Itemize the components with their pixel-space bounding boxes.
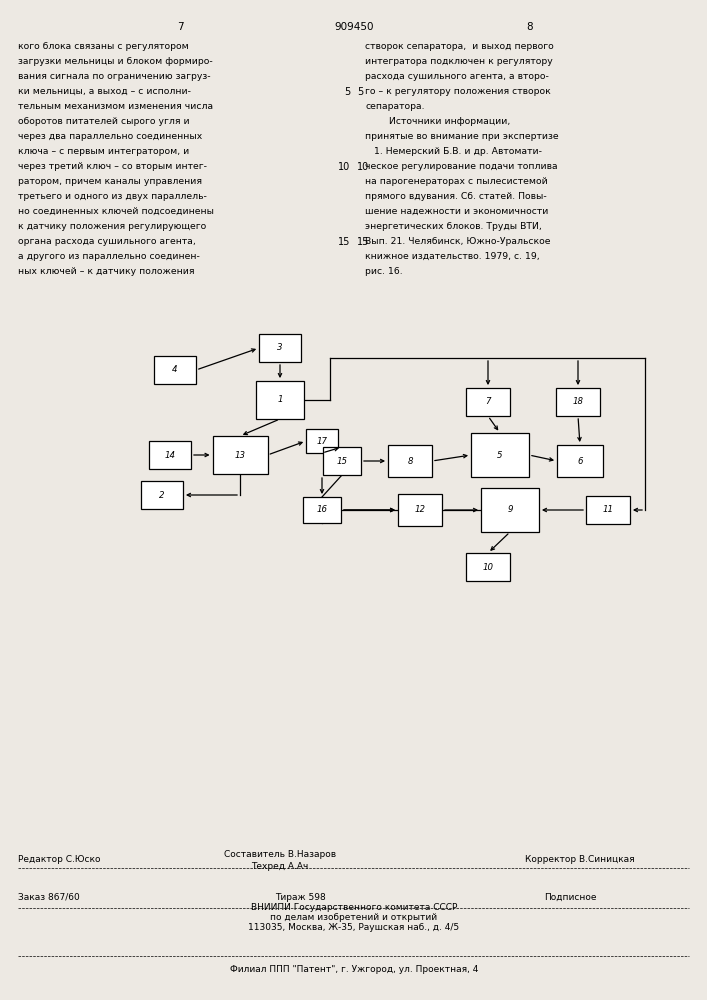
Text: 9: 9 bbox=[507, 506, 513, 514]
Text: 14: 14 bbox=[165, 450, 175, 460]
Bar bbox=[586, 496, 630, 524]
Text: загрузки мельницы и блоком формиро-: загрузки мельницы и блоком формиро- bbox=[18, 57, 213, 66]
Text: сепаратора.: сепаратора. bbox=[365, 102, 424, 111]
Text: 7: 7 bbox=[177, 22, 183, 32]
Text: книжное издательство. 1979, с. 19,: книжное издательство. 1979, с. 19, bbox=[365, 252, 539, 261]
Text: третьего и одного из двух параллель-: третьего и одного из двух параллель- bbox=[18, 192, 207, 201]
Text: ки мельницы, а выход – с исполни-: ки мельницы, а выход – с исполни- bbox=[18, 87, 191, 96]
Text: энергетических блоков. Труды ВТИ,: энергетических блоков. Труды ВТИ, bbox=[365, 222, 542, 231]
Text: шение надежности и экономичности: шение надежности и экономичности bbox=[365, 207, 549, 216]
Text: 8: 8 bbox=[527, 22, 533, 32]
Text: через два параллельно соединенных: через два параллельно соединенных bbox=[18, 132, 202, 141]
Text: 15: 15 bbox=[337, 456, 348, 466]
Text: Составитель В.Назаров: Составитель В.Назаров bbox=[224, 850, 336, 859]
Text: Источники информации,: Источники информации, bbox=[365, 117, 510, 126]
Text: 113035, Москва, Ж-35, Раушская наб., д. 4/5: 113035, Москва, Ж-35, Раушская наб., д. … bbox=[248, 923, 460, 932]
Bar bbox=[471, 433, 529, 477]
Bar bbox=[388, 445, 432, 477]
Text: ческое регулирование подачи топлива: ческое регулирование подачи топлива bbox=[365, 162, 558, 171]
Text: 13: 13 bbox=[235, 450, 245, 460]
Bar bbox=[556, 388, 600, 416]
Text: вания сигнала по ограничению загруз-: вания сигнала по ограничению загруз- bbox=[18, 72, 211, 81]
Text: створок сепаратора,  и выход первого: створок сепаратора, и выход первого bbox=[365, 42, 554, 51]
Bar bbox=[466, 553, 510, 581]
Bar bbox=[149, 441, 191, 469]
Text: ключа – с первым интегратором, и: ключа – с первым интегратором, и bbox=[18, 147, 189, 156]
Text: ВНИИПИ Государственного комитета СССР: ВНИИПИ Государственного комитета СССР bbox=[251, 903, 457, 912]
Text: расхода сушильного агента, а второ-: расхода сушильного агента, а второ- bbox=[365, 72, 549, 81]
Text: Вып. 21. Челябинск, Южно-Уральское: Вып. 21. Челябинск, Южно-Уральское bbox=[365, 237, 551, 246]
Text: 8: 8 bbox=[407, 456, 413, 466]
Bar bbox=[557, 445, 603, 477]
Text: Заказ 867/60: Заказ 867/60 bbox=[18, 893, 80, 902]
Text: Корректор В.Синицкая: Корректор В.Синицкая bbox=[525, 855, 635, 864]
Text: го – к регулятору положения створок: го – к регулятору положения створок bbox=[365, 87, 551, 96]
Text: прямого вдувания. Сб. статей. Повы-: прямого вдувания. Сб. статей. Повы- bbox=[365, 192, 547, 201]
Text: 10: 10 bbox=[482, 562, 493, 572]
Text: кого блока связаны с регулятором: кого блока связаны с регулятором bbox=[18, 42, 189, 51]
Text: 5: 5 bbox=[344, 87, 350, 97]
Text: 10: 10 bbox=[357, 162, 369, 172]
Bar bbox=[481, 488, 539, 532]
Text: а другого из параллельно соединен-: а другого из параллельно соединен- bbox=[18, 252, 200, 261]
Text: Подписное: Подписное bbox=[544, 893, 596, 902]
Text: 2: 2 bbox=[159, 490, 165, 499]
Text: Тираж 598: Тираж 598 bbox=[274, 893, 325, 902]
Text: 3: 3 bbox=[277, 344, 283, 353]
Text: 1: 1 bbox=[277, 395, 283, 404]
Bar bbox=[256, 381, 304, 419]
Bar bbox=[466, 388, 510, 416]
Text: ратором, причем каналы управления: ратором, причем каналы управления bbox=[18, 177, 202, 186]
Bar bbox=[259, 334, 301, 362]
Text: интегратора подключен к регулятору: интегратора подключен к регулятору bbox=[365, 57, 553, 66]
Text: 16: 16 bbox=[317, 506, 327, 514]
Text: 15: 15 bbox=[357, 237, 369, 247]
Bar bbox=[303, 497, 341, 523]
Text: Редактор С.Юско: Редактор С.Юско bbox=[18, 855, 100, 864]
Text: 12: 12 bbox=[414, 506, 426, 514]
Text: 18: 18 bbox=[573, 397, 583, 406]
Text: 5: 5 bbox=[357, 87, 363, 97]
Text: но соединенных ключей подсоединены: но соединенных ключей подсоединены bbox=[18, 207, 214, 216]
Text: 5: 5 bbox=[497, 450, 503, 460]
Text: тельным механизмом изменения числа: тельным механизмом изменения числа bbox=[18, 102, 213, 111]
Bar bbox=[213, 436, 267, 474]
Text: на парогенераторах с пылесистемой: на парогенераторах с пылесистемой bbox=[365, 177, 548, 186]
Text: 6: 6 bbox=[577, 456, 583, 466]
Text: 909450: 909450 bbox=[334, 22, 374, 32]
Text: 10: 10 bbox=[338, 162, 350, 172]
Bar bbox=[306, 429, 338, 453]
Text: 1. Немерский Б.В. и др. Автомати-: 1. Немерский Б.В. и др. Автомати- bbox=[365, 147, 542, 156]
Text: 15: 15 bbox=[338, 237, 350, 247]
Text: оборотов питателей сырого угля и: оборотов питателей сырого угля и bbox=[18, 117, 189, 126]
Bar bbox=[141, 481, 183, 509]
Text: Филиал ППП "Патент", г. Ужгород, ул. Проектная, 4: Филиал ППП "Патент", г. Ужгород, ул. Про… bbox=[230, 965, 478, 974]
Bar bbox=[323, 447, 361, 475]
Bar bbox=[154, 356, 196, 384]
Text: принятые во внимание при экспертизе: принятые во внимание при экспертизе bbox=[365, 132, 559, 141]
Text: Техред А.Ач: Техред А.Ач bbox=[252, 862, 309, 871]
Text: органа расхода сушильного агента,: органа расхода сушильного агента, bbox=[18, 237, 196, 246]
Text: по делам изобретений и открытий: по делам изобретений и открытий bbox=[271, 913, 438, 922]
Text: 7: 7 bbox=[485, 397, 491, 406]
Text: рис. 16.: рис. 16. bbox=[365, 267, 402, 276]
Bar bbox=[398, 494, 442, 526]
Text: ных ключей – к датчику положения: ных ключей – к датчику положения bbox=[18, 267, 194, 276]
Text: 4: 4 bbox=[173, 365, 177, 374]
Text: 17: 17 bbox=[317, 436, 327, 446]
Text: к датчику положения регулирующего: к датчику положения регулирующего bbox=[18, 222, 206, 231]
Text: 11: 11 bbox=[602, 506, 614, 514]
Text: через третий ключ – со вторым интег-: через третий ключ – со вторым интег- bbox=[18, 162, 207, 171]
